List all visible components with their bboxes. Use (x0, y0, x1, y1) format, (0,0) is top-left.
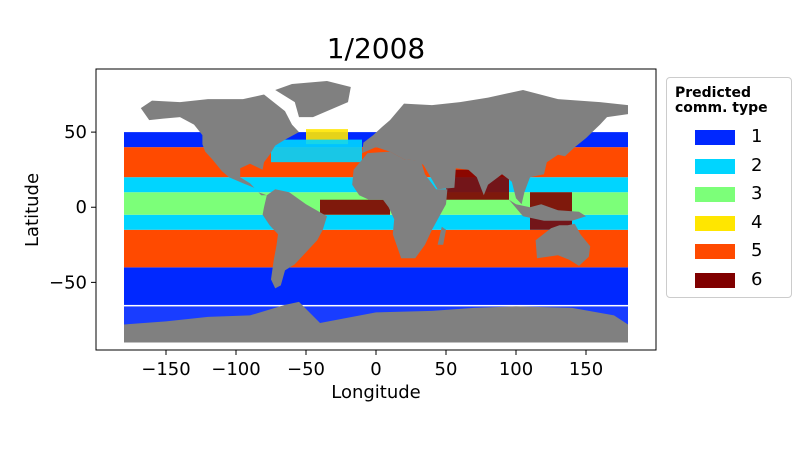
legend: Predicted comm. type 1 2 3 4 5 6 (666, 77, 792, 298)
band-type-2-2 (124, 214, 628, 230)
legend-label: 5 (751, 240, 763, 261)
x-tick-label: 100 (499, 359, 533, 380)
land-antarctica (124, 301, 628, 343)
x-tick-label: 150 (569, 359, 603, 380)
x-axis-ticks: −150 −100 −50 0 50 100 150 (141, 350, 603, 380)
patch-type-6-3 (320, 199, 390, 215)
legend-swatch (695, 244, 735, 259)
legend-swatch (695, 215, 735, 231)
legend-title-line2: comm. type (675, 100, 768, 116)
x-tick-label: 50 (435, 359, 458, 380)
land-north-america (140, 94, 299, 196)
land-africa (352, 151, 448, 259)
legend-entry-2: 2 (695, 154, 785, 177)
legend-entry-6: 6 (695, 268, 785, 291)
land-mask (124, 81, 628, 343)
x-tick-label: −100 (211, 359, 260, 380)
x-tick-label: 0 (370, 359, 381, 380)
legend-swatch (695, 272, 735, 288)
land-greenland (275, 81, 351, 118)
patch-type-2-1 (271, 139, 362, 163)
legend-label: 6 (751, 268, 763, 290)
y-tick-label: 0 (76, 197, 87, 218)
x-tick-label: −50 (287, 359, 325, 380)
legend-title: Predicted comm. type (667, 78, 791, 116)
legend-label: 2 (751, 154, 763, 176)
legend-title-line1: Predicted (675, 85, 751, 101)
land-europe-asia (362, 90, 628, 205)
x-tick-label: −150 (141, 359, 190, 380)
legend-swatch (695, 158, 735, 174)
legend-entry-5: 5 (695, 240, 785, 262)
land-indonesia (509, 199, 586, 221)
legend-swatch (695, 130, 735, 145)
x-axis-label: Longitude (331, 382, 421, 403)
land-australia (535, 223, 591, 266)
legend-label: 1 (751, 126, 763, 147)
legend-entry-1: 1 (695, 126, 785, 148)
y-tick-label: 50 (64, 122, 87, 143)
legend-entry-3: 3 (695, 183, 785, 205)
y-tick-label: −50 (49, 272, 87, 293)
legend-entry-4: 4 (695, 211, 785, 234)
y-axis-ticks: −50 0 50 (49, 122, 96, 293)
legend-label: 3 (751, 183, 763, 204)
land-madagascar (437, 226, 446, 245)
band-type-1-0 (124, 267, 628, 305)
legend-label: 4 (751, 211, 763, 233)
y-axis-label: Latitude (22, 173, 43, 247)
legend-swatch (695, 187, 735, 202)
land-south-america (262, 189, 327, 289)
chart-title: 1/2008 (326, 32, 426, 65)
